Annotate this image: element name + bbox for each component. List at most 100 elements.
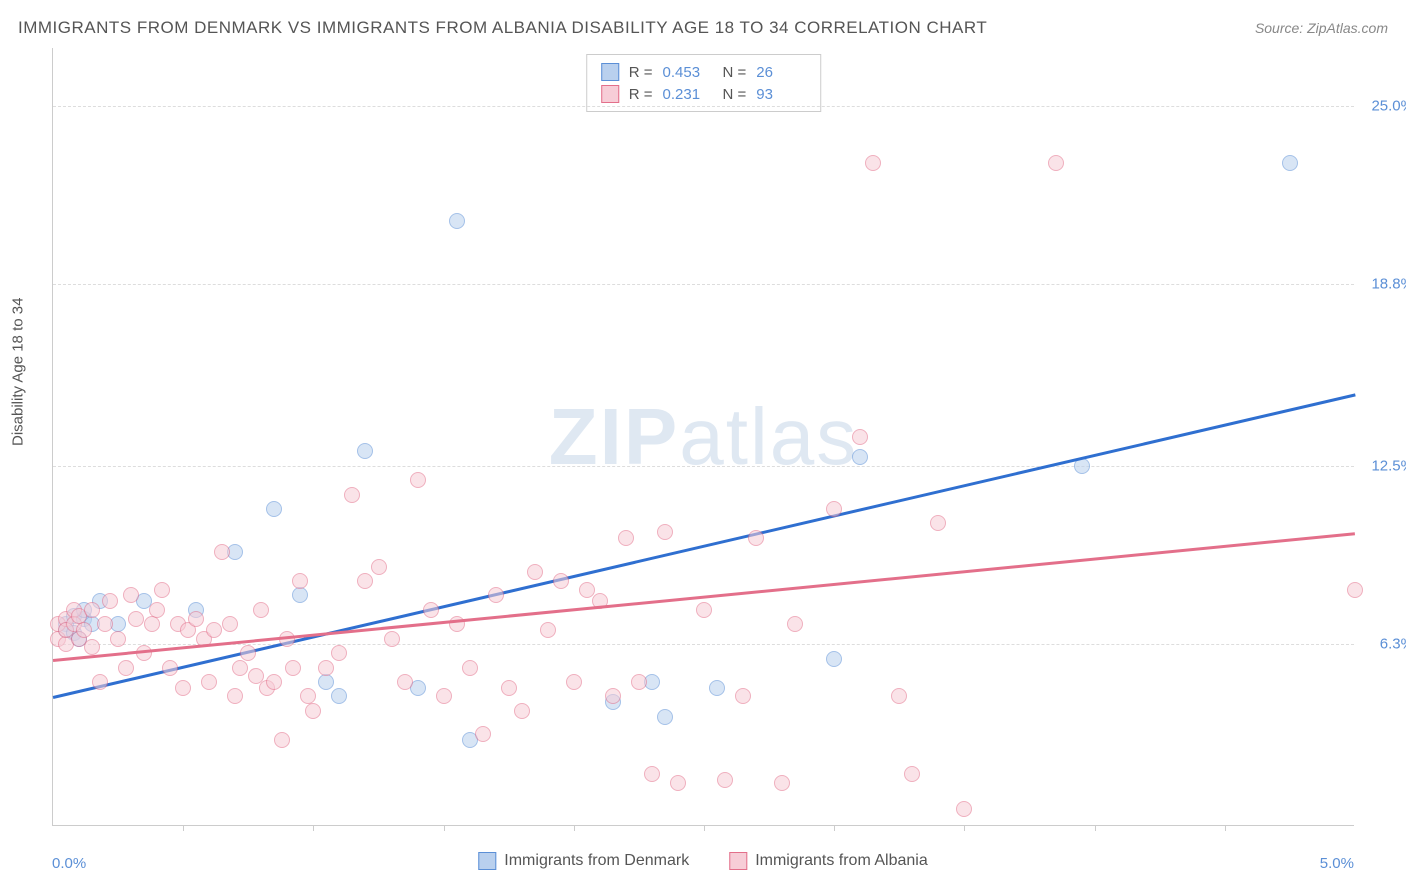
data-point	[709, 680, 725, 696]
data-point	[84, 602, 100, 618]
data-point	[852, 449, 868, 465]
data-point	[201, 674, 217, 690]
data-point	[240, 645, 256, 661]
legend-item: Immigrants from Albania	[729, 852, 928, 870]
data-point	[357, 443, 373, 459]
data-point	[696, 602, 712, 618]
data-point	[540, 622, 556, 638]
data-point	[410, 472, 426, 488]
data-point	[76, 622, 92, 638]
data-point	[735, 688, 751, 704]
data-point	[436, 688, 452, 704]
data-point	[384, 631, 400, 647]
x-axis-max-label: 5.0%	[1320, 855, 1354, 872]
data-point	[144, 616, 160, 632]
legend-swatch	[601, 85, 619, 103]
data-point	[331, 688, 347, 704]
x-tick	[704, 825, 705, 831]
r-value: 0.231	[663, 86, 713, 103]
x-tick	[1095, 825, 1096, 831]
y-tick-label: 18.8%	[1371, 276, 1406, 293]
stats-row: R = 0.231 N = 93	[601, 83, 807, 105]
data-point	[292, 587, 308, 603]
y-tick-label: 6.3%	[1380, 636, 1406, 653]
x-tick	[1225, 825, 1226, 831]
data-point	[110, 631, 126, 647]
data-point	[154, 582, 170, 598]
y-axis-label: Disability Age 18 to 34	[10, 298, 27, 446]
correlation-stats-box: R = 0.453 N = 26 R = 0.231 N = 93	[586, 54, 822, 112]
data-point	[566, 674, 582, 690]
data-point	[423, 602, 439, 618]
data-point	[579, 582, 595, 598]
data-point	[371, 559, 387, 575]
data-point	[227, 688, 243, 704]
data-point	[214, 544, 230, 560]
data-point	[92, 674, 108, 690]
data-point	[605, 688, 621, 704]
data-point	[206, 622, 222, 638]
data-point	[644, 766, 660, 782]
x-tick	[964, 825, 965, 831]
data-point	[232, 660, 248, 676]
data-point	[318, 660, 334, 676]
y-tick-label: 12.5%	[1371, 457, 1406, 474]
trend-line	[53, 532, 1355, 661]
r-label: R =	[629, 64, 653, 81]
grid-line	[53, 466, 1354, 467]
n-value: 93	[756, 86, 806, 103]
data-point	[1347, 582, 1363, 598]
stats-row: R = 0.453 N = 26	[601, 61, 807, 83]
legend-swatch	[601, 63, 619, 81]
r-label: R =	[629, 86, 653, 103]
x-tick	[444, 825, 445, 831]
data-point	[102, 593, 118, 609]
x-axis-min-label: 0.0%	[52, 855, 86, 872]
grid-line	[53, 106, 1354, 107]
grid-line	[53, 284, 1354, 285]
data-point	[449, 213, 465, 229]
data-point	[826, 651, 842, 667]
scatter-plot-area: ZIPatlas R =0.453N =26R =0.231N =93 6.3%…	[52, 48, 1354, 826]
data-point	[787, 616, 803, 632]
n-label: N =	[723, 86, 747, 103]
n-label: N =	[723, 64, 747, 81]
data-point	[956, 801, 972, 817]
x-tick	[313, 825, 314, 831]
data-point	[318, 674, 334, 690]
data-point	[274, 732, 290, 748]
data-point	[222, 616, 238, 632]
x-tick	[834, 825, 835, 831]
legend-label: Immigrants from Denmark	[504, 852, 689, 870]
data-point	[514, 703, 530, 719]
data-point	[657, 709, 673, 725]
data-point	[128, 611, 144, 627]
data-point	[717, 772, 733, 788]
y-tick-label: 25.0%	[1371, 97, 1406, 114]
data-point	[175, 680, 191, 696]
source-attribution: Source: ZipAtlas.com	[1255, 20, 1388, 36]
data-point	[488, 587, 504, 603]
r-value: 0.453	[663, 64, 713, 81]
data-point	[123, 587, 139, 603]
n-value: 26	[756, 64, 806, 81]
watermark: ZIPatlas	[549, 391, 858, 483]
data-point	[292, 573, 308, 589]
data-point	[904, 766, 920, 782]
data-point	[162, 660, 178, 676]
x-tick	[183, 825, 184, 831]
data-point	[501, 680, 517, 696]
data-point	[149, 602, 165, 618]
x-tick	[574, 825, 575, 831]
data-point	[1048, 155, 1064, 171]
data-point	[97, 616, 113, 632]
data-point	[618, 530, 634, 546]
data-point	[285, 660, 301, 676]
data-point	[475, 726, 491, 742]
data-point	[670, 775, 686, 791]
data-point	[748, 530, 764, 546]
data-point	[462, 660, 478, 676]
data-point	[344, 487, 360, 503]
bottom-legend: Immigrants from Denmark Immigrants from A…	[478, 852, 927, 870]
data-point	[657, 524, 673, 540]
